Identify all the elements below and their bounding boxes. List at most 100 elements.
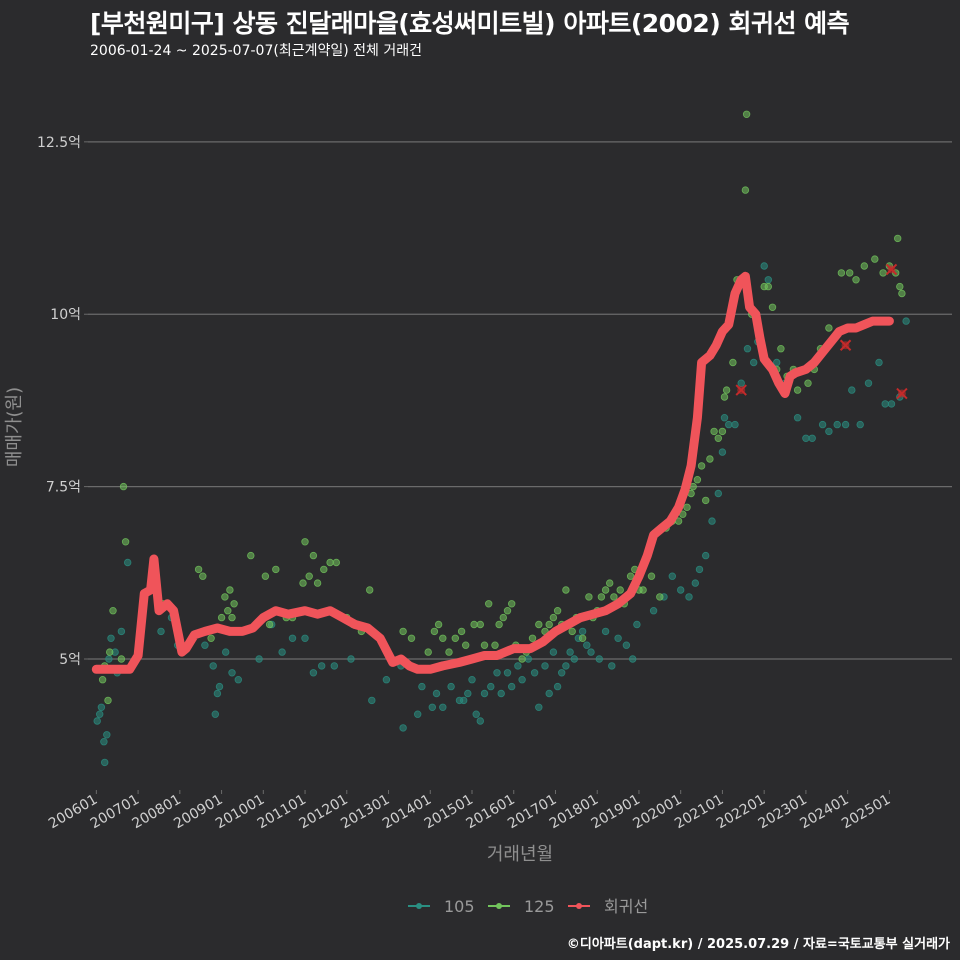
data-point-105	[677, 586, 685, 594]
data-point-125	[656, 593, 664, 601]
x-axis-title: 거래년월	[487, 844, 553, 865]
data-point-125	[706, 455, 714, 463]
data-point-105	[418, 682, 426, 691]
y-axis: 5억 7.5억 10억 12.5억	[37, 135, 88, 668]
data-point-125	[718, 427, 727, 436]
data-point-105	[549, 648, 558, 656]
data-point-105	[695, 565, 704, 574]
scatter-points	[93, 110, 910, 767]
data-point-125	[714, 434, 722, 442]
data-point-105	[875, 358, 883, 367]
data-point-125	[768, 303, 777, 311]
data-point-125	[301, 538, 309, 546]
data-point-105	[518, 676, 526, 684]
data-point-125	[499, 613, 507, 622]
data-point-125	[217, 613, 226, 622]
data-point-105	[601, 627, 610, 636]
data-point-125	[896, 282, 904, 291]
data-point-105	[887, 400, 896, 408]
data-point-125	[837, 269, 846, 277]
data-point-105	[428, 703, 436, 711]
y-tick-label: 10억	[50, 307, 81, 323]
data-point-105	[330, 662, 338, 670]
legend-item-105: 105	[408, 897, 475, 916]
data-point-105	[691, 579, 699, 587]
cancelled-marker	[896, 387, 908, 400]
data-point-105	[825, 427, 833, 436]
trend-layer	[91, 271, 894, 674]
data-point-105	[107, 634, 115, 642]
legend-key-dot	[576, 903, 582, 909]
data-point-125	[332, 558, 340, 567]
data-point-125	[804, 379, 812, 387]
data-point-125	[606, 579, 614, 587]
data-point-125	[309, 551, 318, 560]
data-point-105	[808, 434, 816, 442]
data-point-105	[447, 682, 455, 691]
data-point-125	[470, 620, 478, 629]
data-point-125	[825, 324, 833, 332]
data-point-105	[545, 689, 553, 698]
legend-label: 105	[444, 897, 475, 916]
cancelled-marker-stroke	[885, 263, 898, 276]
data-point-105	[633, 620, 641, 629]
data-point-125	[480, 641, 489, 649]
data-point-105	[399, 724, 407, 732]
data-point-125	[616, 586, 624, 594]
data-point-105	[718, 448, 727, 456]
data-point-105	[368, 696, 376, 705]
data-point-105	[93, 717, 101, 725]
data-point-105	[103, 731, 111, 739]
cancelled-marker-stroke	[839, 339, 852, 351]
data-point-125	[105, 648, 114, 656]
data-point-125	[445, 648, 453, 656]
data-point-105	[558, 669, 566, 677]
data-point-105	[760, 262, 768, 270]
trend-line	[91, 271, 894, 674]
data-point-125	[860, 262, 868, 270]
data-point-125	[305, 572, 313, 580]
data-point-125	[568, 627, 576, 636]
data-point-105	[685, 593, 693, 601]
data-point-105	[301, 634, 309, 642]
data-point-105	[414, 710, 422, 718]
data-point-105	[587, 648, 595, 656]
data-point-125	[320, 565, 328, 574]
data-point-125	[578, 634, 587, 642]
data-point-125	[430, 627, 439, 636]
data-point-105	[209, 662, 217, 670]
legend-key-dot	[416, 903, 422, 909]
data-point-125	[722, 386, 731, 394]
data-point-125	[261, 572, 270, 580]
data-point-105	[530, 669, 539, 677]
data-point-105	[725, 420, 733, 429]
data-point-105	[750, 358, 758, 367]
data-point-125	[439, 634, 447, 642]
data-point-105	[764, 276, 772, 284]
data-point-125	[647, 572, 656, 580]
data-point-125	[528, 634, 537, 642]
data-point-125	[894, 234, 902, 243]
y-tick-label: 12.5억	[37, 135, 81, 151]
data-point-105	[818, 420, 827, 429]
data-point-105	[702, 551, 710, 560]
data-point-105	[578, 627, 587, 636]
data-point-125	[601, 586, 610, 594]
legend: 105 125 회귀선	[408, 897, 648, 916]
data-point-125	[221, 593, 229, 601]
data-point-105	[720, 414, 729, 422]
data-point-105	[460, 696, 468, 705]
grid-layer	[88, 141, 952, 660]
data-point-125	[207, 634, 215, 642]
data-point-125	[535, 620, 543, 629]
data-point-125	[710, 427, 718, 436]
data-point-105	[902, 317, 910, 325]
data-point-125	[265, 620, 274, 629]
data-point-105	[215, 682, 224, 691]
data-point-105	[668, 572, 676, 580]
data-point-125	[720, 393, 729, 401]
data-point-125	[326, 558, 334, 567]
chart-title: [부천원미구] 상동 진달래마을(효성써미트빌) 아파트(2002) 회귀선 예…	[90, 9, 850, 38]
data-point-125	[228, 613, 236, 622]
data-point-125	[457, 627, 466, 636]
